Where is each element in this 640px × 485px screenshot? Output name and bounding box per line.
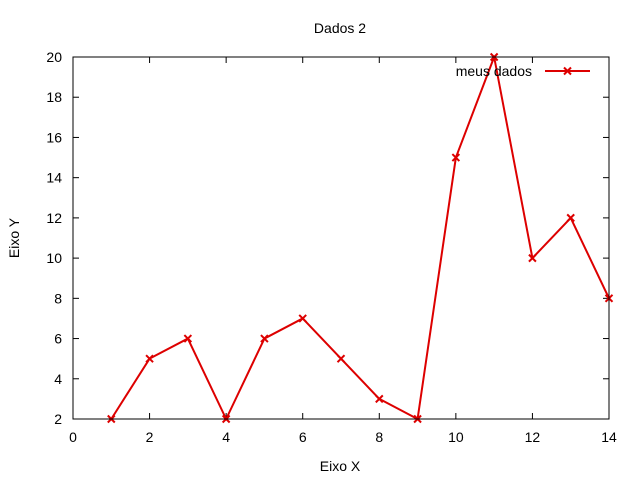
legend-label: meus dados bbox=[456, 63, 532, 79]
x-tick-label: 2 bbox=[146, 429, 154, 445]
x-marker-stroke bbox=[563, 66, 572, 76]
x-tick-label: 4 bbox=[222, 429, 230, 445]
data-point bbox=[375, 394, 384, 404]
x-marker-stroke bbox=[298, 314, 307, 323]
x-tick-label: 8 bbox=[375, 429, 383, 445]
y-tick-label: 14 bbox=[46, 170, 62, 186]
x-marker-stroke bbox=[375, 394, 384, 404]
legend-marker bbox=[563, 66, 572, 76]
legend: meus dados bbox=[456, 63, 590, 79]
x-marker-stroke bbox=[145, 354, 154, 363]
plot-frame bbox=[72, 56, 610, 420]
y-tick-label: 12 bbox=[46, 210, 62, 226]
x-tick-label: 0 bbox=[69, 429, 77, 445]
x-tick-label: 12 bbox=[525, 429, 541, 445]
x-marker-stroke bbox=[528, 253, 537, 263]
data-point bbox=[145, 354, 154, 363]
x-tick-label: 14 bbox=[601, 429, 617, 445]
y-tick-label: 18 bbox=[46, 89, 62, 105]
y-tick-label: 6 bbox=[54, 331, 62, 347]
x-axis-label: Eixo X bbox=[320, 458, 361, 474]
y-tick-label: 10 bbox=[46, 250, 62, 266]
chart-title: Dados 2 bbox=[314, 20, 366, 36]
y-tick-label: 8 bbox=[54, 290, 62, 306]
y-axis-label: Eixo Y bbox=[6, 217, 22, 258]
y-tick-label: 4 bbox=[54, 371, 62, 387]
data-point bbox=[183, 334, 193, 343]
x-marker-stroke bbox=[336, 354, 346, 363]
data-point bbox=[566, 213, 575, 223]
x-marker-stroke bbox=[566, 213, 575, 223]
x-marker-stroke bbox=[183, 334, 193, 343]
legend-x-marker-icon bbox=[563, 66, 572, 76]
data-point bbox=[260, 334, 269, 343]
x-tick-label: 10 bbox=[448, 429, 464, 445]
data-point bbox=[528, 253, 537, 263]
series-line bbox=[110, 56, 610, 420]
y-tick-label: 2 bbox=[54, 411, 62, 427]
y-tick-label: 16 bbox=[46, 129, 62, 145]
data-point bbox=[336, 354, 346, 363]
data-point bbox=[451, 153, 461, 162]
x-marker-stroke bbox=[260, 334, 269, 343]
data-point bbox=[298, 314, 307, 323]
x-marker-stroke bbox=[451, 153, 461, 162]
x-tick-label: 6 bbox=[299, 429, 307, 445]
y-tick-label: 20 bbox=[46, 49, 62, 65]
